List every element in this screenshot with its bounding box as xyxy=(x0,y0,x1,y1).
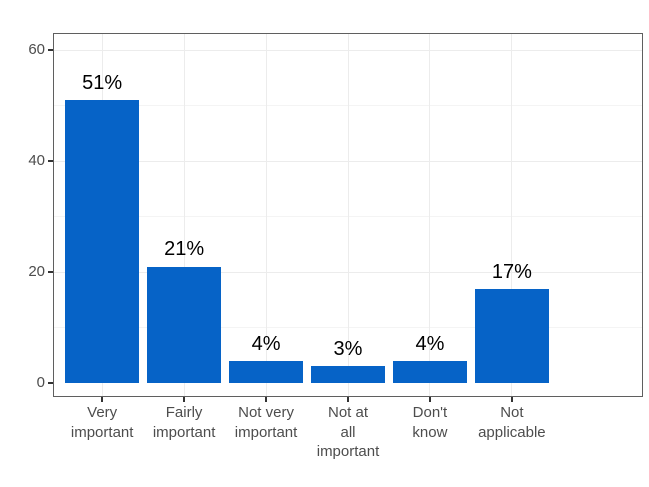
bar-value-label: 4% xyxy=(415,332,445,355)
x-axis-tick xyxy=(347,397,349,402)
y-axis-label: 0 xyxy=(36,374,45,391)
x-axis-tick xyxy=(265,397,267,402)
bar-value-label: 21% xyxy=(164,238,205,261)
vertical-gridline xyxy=(265,33,267,397)
x-axis-tick xyxy=(429,397,431,402)
bar xyxy=(65,99,139,383)
bar-value-label: 51% xyxy=(82,71,123,94)
y-axis-label: 20 xyxy=(28,263,45,280)
bar xyxy=(475,288,549,383)
x-axis-tick xyxy=(101,397,103,402)
y-axis-label: 40 xyxy=(28,152,45,169)
y-axis-tick xyxy=(48,49,53,51)
bar-value-label: 4% xyxy=(251,332,281,355)
x-axis-category-label: Very important xyxy=(70,404,134,441)
bar-value-label: 3% xyxy=(333,338,363,361)
x-axis-tick xyxy=(511,397,513,402)
bar xyxy=(393,360,467,383)
y-axis-tick xyxy=(48,382,53,384)
x-axis-category-label: Don't know xyxy=(412,404,448,441)
bar xyxy=(229,360,303,383)
x-axis-category-label: Not applicable xyxy=(478,404,546,441)
bar xyxy=(311,366,385,383)
vertical-gridline xyxy=(511,33,513,397)
y-axis-label: 60 xyxy=(28,41,45,58)
x-axis-category-label: Fairly important xyxy=(152,404,216,441)
y-axis-tick xyxy=(48,271,53,273)
x-axis-category-label: Not very important xyxy=(234,404,298,441)
y-axis-tick xyxy=(48,160,53,162)
x-axis-tick xyxy=(183,397,185,402)
bar xyxy=(147,266,221,383)
bar-value-label: 17% xyxy=(491,260,532,283)
vertical-gridline xyxy=(183,33,185,397)
vertical-gridline xyxy=(429,33,431,397)
plot-panel: 51% 21% 4% 3% 4% 17% xyxy=(53,33,643,397)
x-axis-category-label: Not at all important xyxy=(316,404,380,460)
vertical-gridline xyxy=(347,33,349,397)
